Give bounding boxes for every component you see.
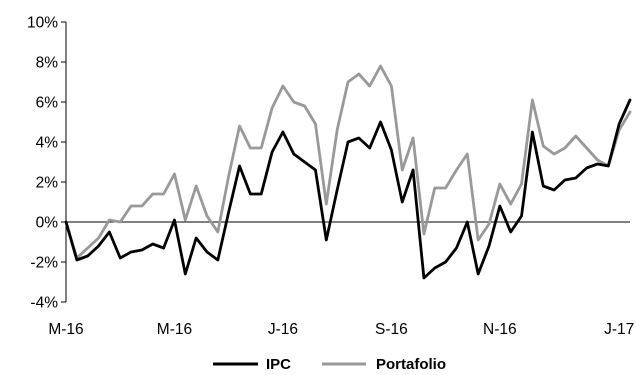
series-line-ipc <box>64 98 632 280</box>
legend: IPC Portafolio <box>213 356 446 373</box>
legend-label-ipc: IPC <box>266 356 291 373</box>
x-tick-label: J-17 <box>604 321 634 338</box>
y-tick-label: 6% <box>36 95 59 112</box>
y-tick-label: 8% <box>36 55 59 72</box>
series-line-portafolio <box>64 64 632 260</box>
y-tick-label: 10% <box>27 15 58 32</box>
legend-label-portafolio: Portafolio <box>376 356 446 373</box>
series-lines <box>64 64 632 280</box>
y-tick-label: 0% <box>36 215 59 232</box>
x-tick-label: M-16 <box>157 321 192 338</box>
x-tick-label: S-16 <box>375 321 408 338</box>
axes: -4% -2% 0% 2% 4% 6% 8% 10% M-16 M-16 J-16 S-16 N-16 J… <box>27 15 634 339</box>
y-tick-label: 2% <box>36 175 59 192</box>
y-tick-label: -4% <box>30 295 58 312</box>
y-tick-label: -2% <box>30 255 58 272</box>
x-tick-label: M-16 <box>48 321 83 338</box>
x-tick-label: J-16 <box>268 321 298 338</box>
x-tick-label: N-16 <box>483 321 517 338</box>
y-tick-label: 4% <box>36 135 59 152</box>
